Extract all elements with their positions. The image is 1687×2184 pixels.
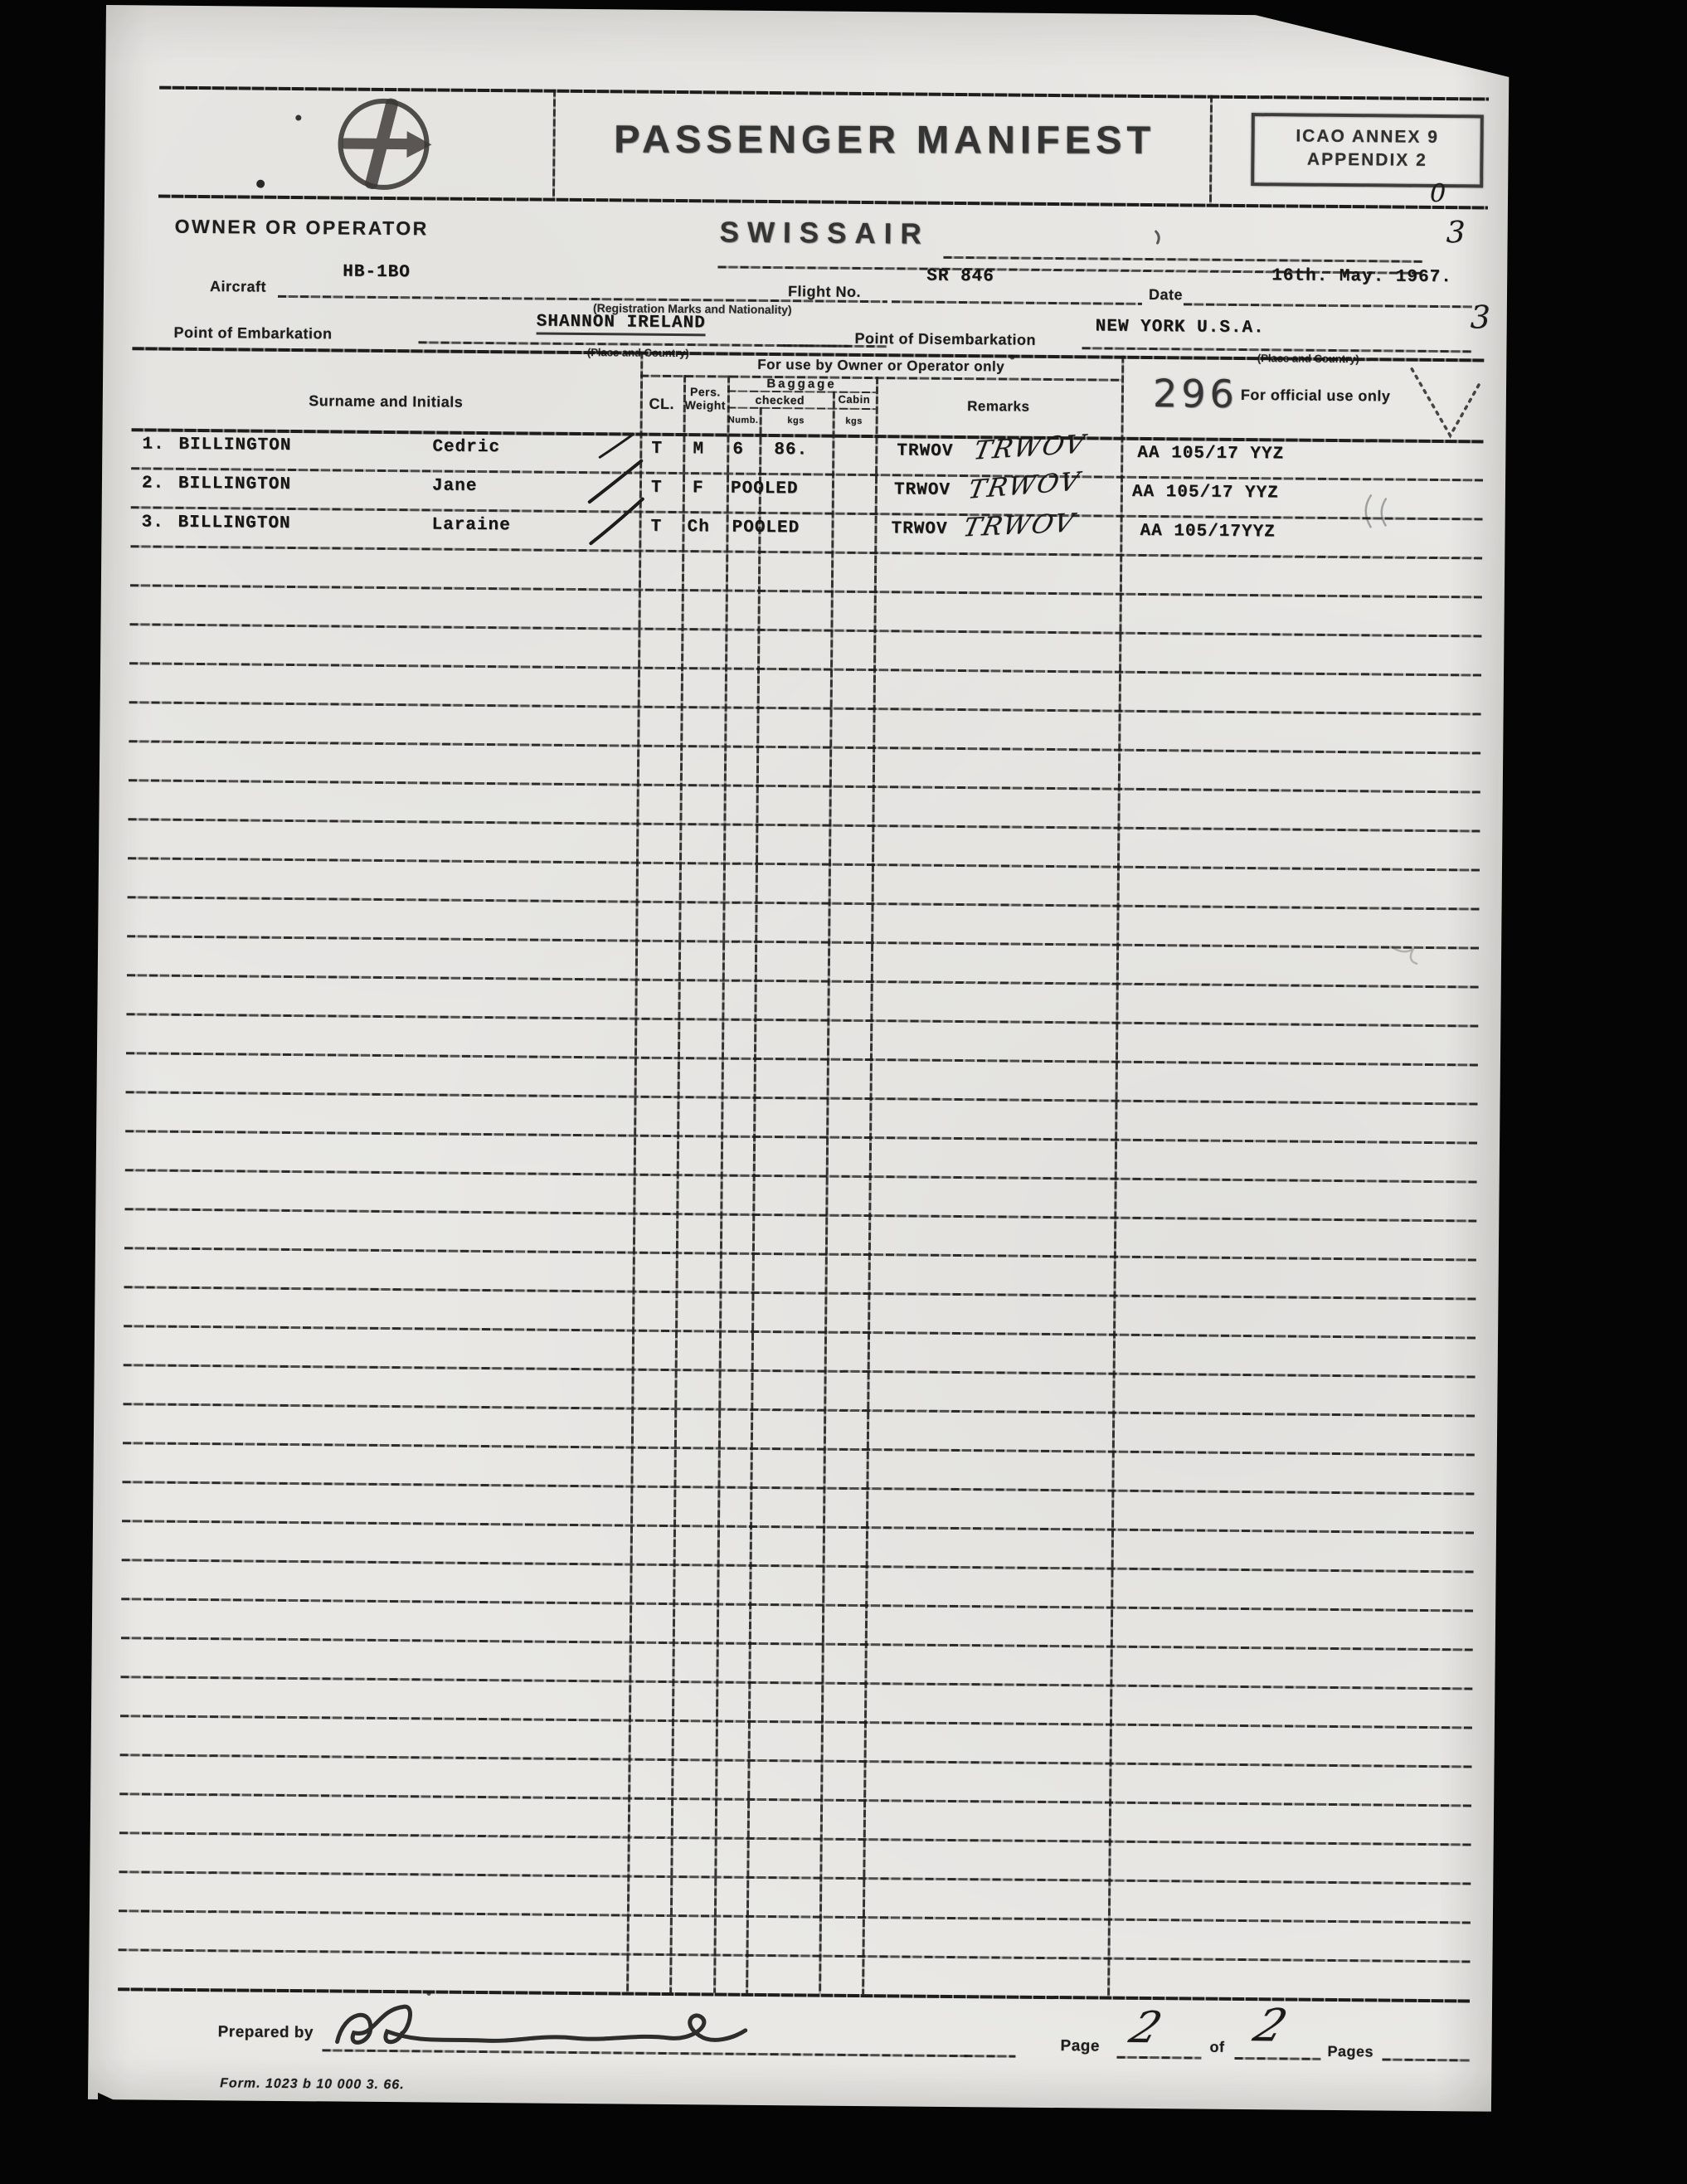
faint-smudge-2: [1390, 946, 1418, 966]
form-number: Form. 1023 b 10 000 3. 66.: [220, 2076, 405, 2093]
tick-mark-row3: [589, 497, 644, 546]
tick-mark-row1: [598, 433, 635, 459]
prepared-by-label: Prepared by: [217, 2023, 314, 2042]
ink-specks: [256, 114, 1015, 1996]
tick-mark-row2: [587, 459, 644, 504]
check-mark: [1410, 367, 1483, 439]
faint-smudge-1: [1364, 494, 1388, 528]
manifest-page: PASSENGER MANIFEST ICAO ANNEX 9 APPENDIX…: [87, 5, 1510, 2112]
page-lead-rule: [964, 2055, 1016, 2058]
page-label: Page: [1060, 2037, 1101, 2055]
pages-label: Pages: [1327, 2042, 1374, 2060]
pen-tick: [1155, 230, 1160, 245]
airline-logo-icon: [338, 98, 432, 190]
pen-marks-overlay: [256, 114, 1483, 2045]
of-label: of: [1209, 2038, 1225, 2055]
signature-stroke: [335, 2004, 748, 2045]
